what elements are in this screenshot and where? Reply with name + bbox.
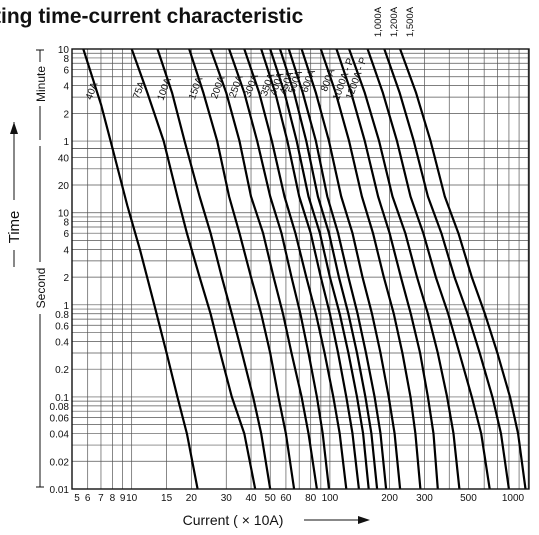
y-tick-label-seconds: 20 bbox=[58, 181, 70, 192]
curve-300a bbox=[243, 49, 348, 489]
y-tick-label-seconds: 0.06 bbox=[50, 413, 70, 424]
time-section-brackets: Minute Second bbox=[33, 49, 48, 488]
series-label: 1,500A bbox=[405, 6, 416, 37]
x-tick-label: 1000 bbox=[502, 493, 525, 504]
x-tick-label: 8 bbox=[110, 493, 116, 504]
minute-section-label: Minute bbox=[34, 66, 48, 102]
y-tick-label-seconds: 4 bbox=[63, 245, 69, 256]
x-tick-label: 5 bbox=[74, 493, 80, 504]
x-tick-label: 10 bbox=[126, 493, 138, 504]
y-tick-label-seconds: 6 bbox=[63, 229, 69, 240]
curve-1-500a bbox=[399, 49, 527, 489]
curve-450a bbox=[278, 49, 379, 489]
y-tick-label-seconds: 0.08 bbox=[50, 402, 70, 413]
y-tick-label-seconds: 0.02 bbox=[50, 457, 70, 468]
x-tick-label: 80 bbox=[305, 493, 317, 504]
x-tick-label: 7 bbox=[98, 493, 104, 504]
curve-600a bbox=[300, 49, 402, 489]
curve-75a bbox=[130, 49, 257, 489]
y-tick-label-seconds: 2 bbox=[63, 273, 69, 284]
second-section-label: Second bbox=[34, 268, 48, 309]
curve-150a bbox=[188, 49, 296, 489]
y-tick-label-minutes: 1 bbox=[63, 137, 69, 148]
y-tick-labels: 0.010.020.040.060.080.10.20.40.60.812468… bbox=[50, 45, 70, 496]
y-tick-label-seconds: 0.1 bbox=[55, 393, 69, 404]
curve-350a bbox=[260, 49, 360, 489]
y-tick-label-seconds: 40 bbox=[58, 153, 70, 164]
y-tick-label-seconds: 0.4 bbox=[55, 337, 69, 348]
y-axis-label: Time bbox=[6, 211, 23, 244]
fuse-curves bbox=[82, 49, 527, 489]
chart-grid bbox=[72, 48, 529, 490]
y-tick-label-seconds: 0.6 bbox=[55, 321, 69, 332]
curve-40a bbox=[82, 49, 199, 489]
y-tick-label-seconds: 0.8 bbox=[55, 310, 69, 321]
time-arrow-head bbox=[10, 122, 18, 134]
minute-label-gap bbox=[33, 62, 47, 106]
curve-1200a-p bbox=[348, 49, 461, 489]
curve-400a bbox=[269, 49, 370, 489]
x-tick-label: 500 bbox=[460, 493, 477, 504]
curve-200a bbox=[209, 49, 318, 489]
x-tick-label: 60 bbox=[280, 493, 292, 504]
x-tick-label: 200 bbox=[381, 493, 398, 504]
x-tick-label: 30 bbox=[221, 493, 233, 504]
x-axis-title: Current ( × 10A) bbox=[183, 512, 370, 528]
x-tick-label: 9 bbox=[120, 493, 126, 504]
y-tick-label-seconds: 0.04 bbox=[50, 430, 70, 441]
y-tick-label-minutes: 8 bbox=[63, 54, 69, 65]
y-tick-label-seconds: 1 bbox=[63, 301, 69, 312]
curve-500a bbox=[287, 49, 388, 489]
x-tick-label: 40 bbox=[245, 493, 257, 504]
chart-title: ting time-current characteristic bbox=[0, 5, 304, 28]
series-label: 1,000A bbox=[373, 6, 384, 37]
x-axis-arrow-head bbox=[358, 516, 370, 524]
x-tick-label: 50 bbox=[265, 493, 277, 504]
y-tick-label-minutes: 4 bbox=[63, 82, 69, 93]
x-tick-label: 6 bbox=[85, 493, 91, 504]
y-tick-label-minutes: 6 bbox=[63, 65, 69, 76]
y-tick-label-seconds: 0.01 bbox=[50, 485, 70, 496]
x-axis-label: Current ( × 10A) bbox=[183, 512, 284, 528]
y-tick-label-seconds: 0.2 bbox=[55, 365, 69, 376]
curve-1-200a bbox=[383, 49, 510, 489]
y-tick-label-seconds: 10 bbox=[58, 209, 70, 220]
y-tick-label-minutes: 2 bbox=[63, 109, 69, 120]
x-tick-labels: 5 6 7 8 9 10 15 20 30 40 50 60 80 100 200 300 500 1000 bbox=[74, 493, 524, 504]
y-tick-label-minutes: 10 bbox=[58, 45, 70, 56]
series-label: 1,200A bbox=[389, 6, 400, 37]
x-tick-label: 300 bbox=[416, 493, 433, 504]
curve-1-000a bbox=[366, 49, 491, 489]
x-tick-label: 20 bbox=[186, 493, 198, 504]
y-tick-label-seconds: 8 bbox=[63, 218, 69, 229]
x-tick-label: 15 bbox=[161, 493, 173, 504]
curve-250a bbox=[228, 49, 331, 489]
curve-100a bbox=[156, 49, 272, 489]
x-tick-label: 100 bbox=[322, 493, 339, 504]
plot-frame bbox=[71, 48, 530, 490]
curve-1000a-p bbox=[335, 49, 439, 489]
second-label-gap bbox=[33, 262, 47, 314]
time-axis-indicator: Time bbox=[6, 122, 23, 267]
curve-800a bbox=[319, 49, 422, 489]
